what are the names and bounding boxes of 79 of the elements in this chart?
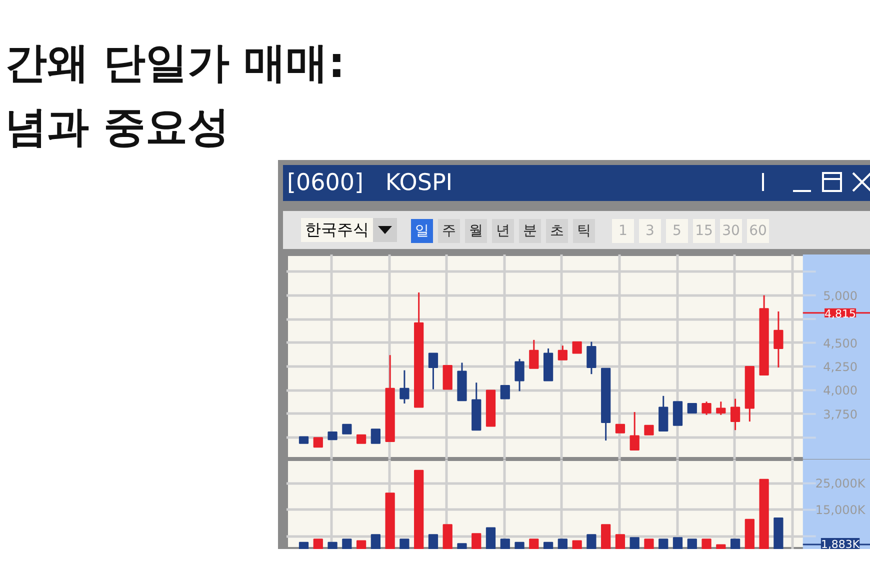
bar [313,538,323,549]
candlestick [572,341,582,354]
bar [702,538,712,549]
y-tick-label: 4,250 [823,360,858,374]
bar [356,540,366,549]
text: 일 [411,219,433,243]
y-tick-label: 5,000 [823,288,858,303]
candlestick [313,437,323,448]
candlestick [774,310,784,368]
bar [672,537,683,549]
text: 초 [546,219,568,243]
text: 한국주식 [301,218,373,242]
bar [298,542,309,549]
y-tick-label: 25,000K [815,476,866,490]
bar [658,538,668,549]
candlestick [529,339,539,370]
bar [486,527,496,549]
text: 5 [666,219,688,243]
bar [759,478,769,549]
candlestick [558,344,568,361]
y-tick-label: 4,000 [823,384,858,398]
bar [328,542,338,549]
candlestick [514,358,524,392]
bar [414,470,424,549]
candlestick [428,352,438,390]
bar [428,534,438,549]
candlestick [644,424,654,436]
bar [529,538,539,549]
candlestick [586,341,596,375]
candlestick [702,400,712,416]
text: 60 [747,219,769,243]
text: 년 [492,219,514,243]
bar [442,524,452,549]
candlestick [730,398,740,431]
text: 30 [720,219,742,243]
candlestick [672,401,683,426]
text: 월 [465,219,487,243]
candlestick [630,411,640,451]
text: 분 [519,219,541,243]
bar [500,538,510,549]
bar [615,534,626,549]
bar [630,537,640,549]
candlestick [500,384,510,400]
y-tick-label: 4,500 [823,336,858,350]
y-tick-label: 3,750 [823,407,858,422]
bar [457,543,467,549]
bar [774,518,784,549]
chart-subtitle: [0600] KOSPI [287,170,453,196]
text: 15 [693,219,715,243]
bar [572,540,582,549]
bar [514,542,524,549]
text: 3 [639,219,661,243]
text: 1 [612,219,634,243]
bar [601,524,611,549]
bar [644,538,654,549]
candlestick [687,403,697,414]
bar [730,538,740,549]
bar [744,518,754,549]
bar [716,544,726,549]
bar [342,538,352,549]
bar [370,534,380,549]
bar [586,534,596,549]
ref-line-label: 4,815 [824,307,856,320]
candlestick [342,424,352,434]
text: 틱 [573,219,595,243]
bar [400,538,410,549]
text: 주 [438,219,460,243]
chart-title: 간왜 단일가 매매: 념과 중요성 [5,37,346,153]
candlestick [400,370,410,404]
y-tick-label: 15,000K [815,502,866,517]
bar [558,538,568,549]
bar [472,533,482,549]
candlestick [370,428,380,444]
candlestick [716,400,726,416]
bar [385,492,395,549]
candlestick [442,365,452,390]
bar [687,538,697,549]
candlestick [658,395,668,432]
bar [543,542,554,549]
